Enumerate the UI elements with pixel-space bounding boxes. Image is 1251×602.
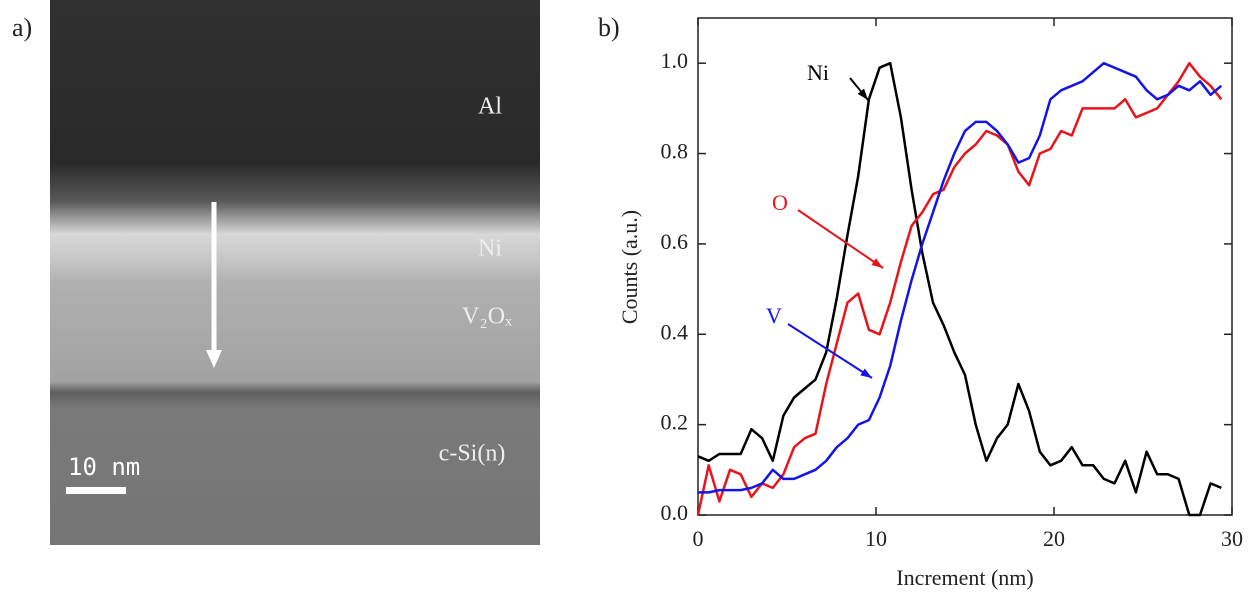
y-tick-label: 0.2 (661, 410, 689, 435)
legend-arrow (797, 209, 884, 269)
legend-label: V (766, 303, 782, 328)
panel-label: b) (598, 13, 620, 42)
data-line (697, 61, 1222, 517)
layer-label: Ni (478, 236, 502, 262)
data-line (696, 61, 1223, 516)
legend-arrow-head (857, 88, 868, 100)
legend-arrow-head (860, 368, 872, 378)
layer-label: V₂Oₓ (462, 304, 512, 330)
y-tick-label: 0.4 (661, 319, 689, 344)
x-tick-label: 20 (1043, 526, 1065, 551)
legend-arrow-head (871, 258, 883, 268)
y-tick-label: 1.0 (661, 48, 689, 73)
scale-bar-label: 10 nm (68, 453, 140, 481)
legend-arrow (787, 323, 873, 379)
layer-label: c-Si(n) (439, 441, 506, 467)
legend-label: O (772, 190, 788, 215)
tem-image (50, 0, 540, 545)
layer-label: Al (478, 94, 502, 120)
x-tick-label: 30 (1221, 526, 1243, 551)
y-axis-label: Counts (a.u.) (617, 210, 642, 324)
x-axis-label: Increment (nm) (896, 565, 1033, 590)
scale-bar (66, 487, 126, 494)
scan-arrow-head (206, 350, 222, 368)
y-tick-label: 0.8 (661, 139, 689, 164)
legend-label: Ni (807, 60, 829, 85)
plot-frame (697, 17, 1233, 516)
x-tick-label: 10 (865, 526, 887, 551)
x-tick-label: 0 (693, 526, 704, 551)
data-line (698, 61, 1223, 494)
y-tick-label: 0.0 (661, 500, 689, 525)
y-tick-label: 0.6 (661, 229, 689, 254)
panel-label: a) (12, 13, 32, 42)
